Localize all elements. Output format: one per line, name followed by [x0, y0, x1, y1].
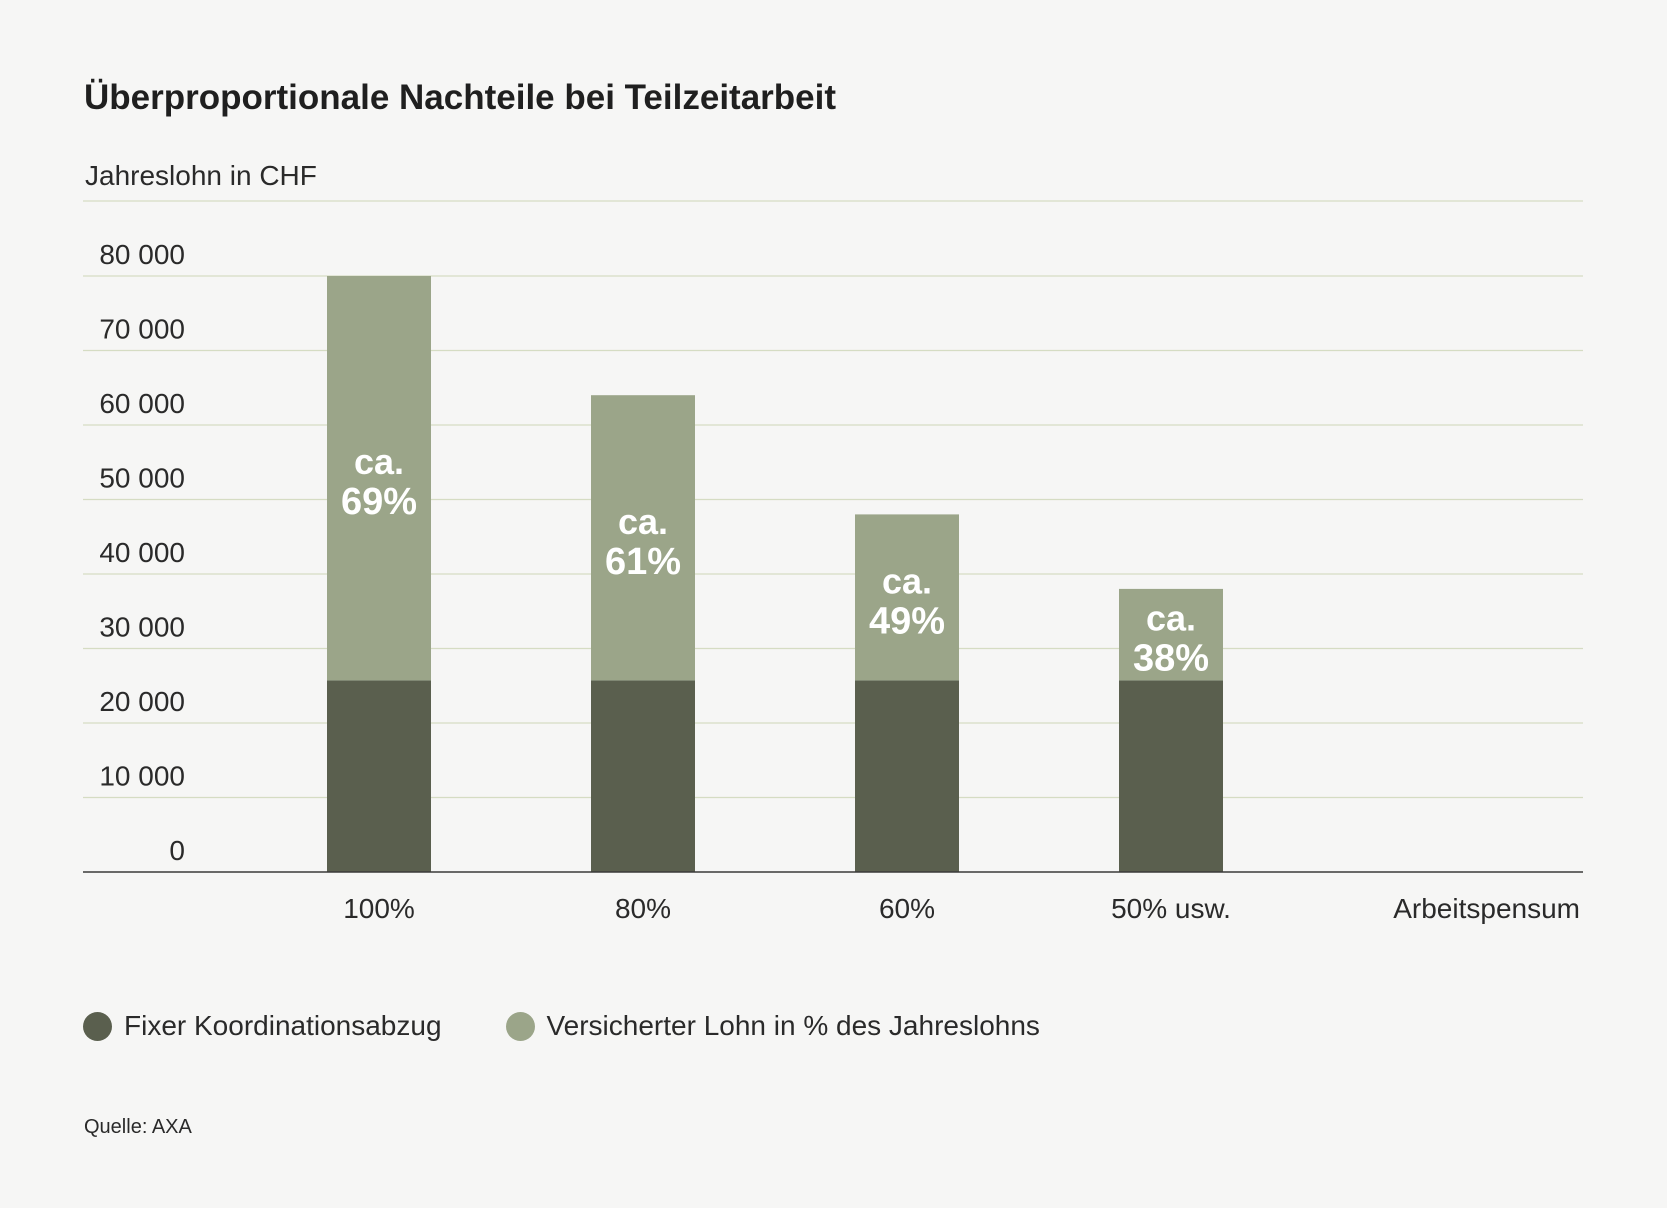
y-tick-label: 0 — [169, 835, 185, 866]
gridlines — [83, 200, 1583, 799]
bar-fixer-koordinationsabzug — [855, 680, 959, 872]
y-tick-label: 50 000 — [99, 463, 185, 494]
bar-annotation-ca: ca. — [354, 441, 404, 482]
y-tick-labels: 0 10 000 20 000 30 000 40 000 50 000 60 000 70 … — [99, 239, 185, 866]
bar-annotation-percent: 69% — [341, 481, 417, 523]
bar-fixer-koordinationsabzug — [591, 680, 695, 872]
x-tick-labels: 100% 80% 60% 50% usw. — [343, 893, 1231, 924]
bar-annotation-percent: 61% — [605, 541, 681, 583]
bar-fixer-koordinationsabzug — [1119, 680, 1223, 872]
y-axis-label: Jahreslohn in CHF — [85, 160, 317, 191]
x-axis-label: Arbeitspensum — [1393, 893, 1580, 924]
bar-versicherter-lohn — [855, 514, 959, 681]
bar-chart: 0 10 000 20 000 30 000 40 000 50 000 60 000 70 … — [83, 200, 1583, 924]
bar-annotation-ca: ca. — [1146, 598, 1196, 639]
bar-fixer-koordinationsabzug — [327, 680, 431, 872]
x-tick-label: 80% — [615, 893, 671, 924]
chart-title: Überproportionale Nachteile bei Teilzeit… — [84, 78, 837, 117]
bar-versicherter-lohn — [327, 276, 431, 681]
x-tick-label: 60% — [879, 893, 935, 924]
y-tick-label: 40 000 — [99, 537, 185, 568]
bar-annotation-ca: ca. — [882, 560, 932, 601]
legend-item-fixer-koordinationsabzug: Fixer Koordinationsabzug — [83, 1010, 442, 1042]
legend-item-versicherter-lohn: Versicherter Lohn in % des Jahreslohns — [505, 1010, 1040, 1042]
bar-annotations: ca.69% ca.61% ca.49% ca.38% — [341, 441, 1209, 679]
legend-label: Versicherter Lohn in % des Jahreslohns — [546, 1010, 1040, 1041]
y-tick-label: 10 000 — [99, 761, 185, 792]
legend: Fixer Koordinationsabzug Versicherter Lo… — [83, 1010, 1104, 1042]
x-tick-label: 50% usw. — [1111, 893, 1231, 924]
y-tick-label: 60 000 — [99, 388, 185, 419]
y-tick-label: 20 000 — [99, 686, 185, 717]
x-tick-label: 100% — [343, 893, 415, 924]
bars — [327, 276, 1223, 872]
y-tick-label: 30 000 — [99, 612, 185, 643]
y-tick-label: 80 000 — [99, 239, 185, 270]
bar-annotation-percent: 38% — [1133, 638, 1209, 680]
legend-swatch-dark — [83, 1011, 112, 1041]
legend-swatch-light — [505, 1011, 535, 1041]
bar-versicherter-lohn — [1119, 588, 1223, 681]
y-tick-label: 70 000 — [99, 314, 185, 345]
legend-label: Fixer Koordinationsabzug — [124, 1010, 442, 1041]
bar-annotation-percent: 49% — [869, 600, 945, 642]
source-note: Quelle: AXA — [84, 1116, 192, 1138]
bar-versicherter-lohn — [591, 395, 695, 681]
bar-annotation-ca: ca. — [618, 501, 668, 542]
